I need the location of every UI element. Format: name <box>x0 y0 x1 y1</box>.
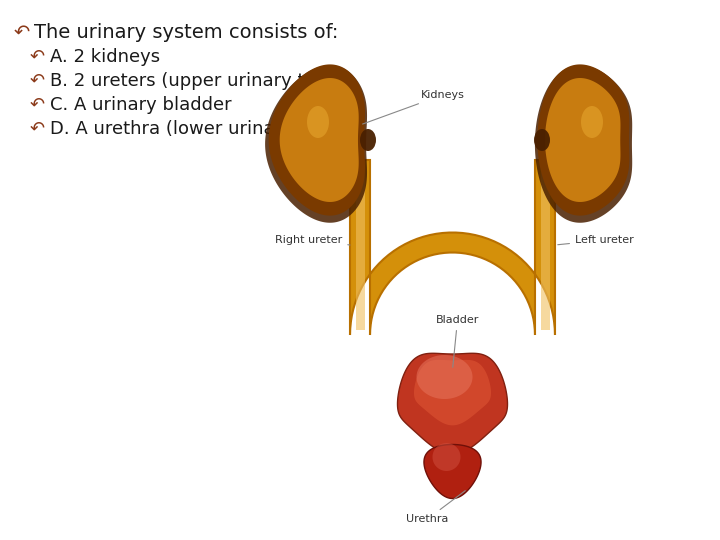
Text: C. A urinary bladder: C. A urinary bladder <box>50 96 232 114</box>
Text: Kidneys: Kidneys <box>363 90 464 124</box>
Text: Right ureter: Right ureter <box>275 235 350 245</box>
Polygon shape <box>279 78 359 202</box>
Text: A. 2 kidneys: A. 2 kidneys <box>50 48 160 66</box>
Polygon shape <box>537 64 629 215</box>
Text: ↶: ↶ <box>30 72 45 90</box>
Text: ↶: ↶ <box>30 48 45 66</box>
Polygon shape <box>312 150 366 170</box>
Polygon shape <box>356 160 364 330</box>
Ellipse shape <box>307 106 329 138</box>
Text: ↶: ↶ <box>14 23 30 42</box>
Polygon shape <box>414 360 491 426</box>
Text: Urethra: Urethra <box>406 491 465 524</box>
Polygon shape <box>269 64 365 215</box>
Text: ↶: ↶ <box>30 120 45 138</box>
Polygon shape <box>350 160 555 335</box>
Ellipse shape <box>581 106 603 138</box>
Polygon shape <box>265 65 367 222</box>
Polygon shape <box>541 160 549 330</box>
Polygon shape <box>544 148 590 168</box>
Ellipse shape <box>534 129 550 151</box>
Text: Left ureter: Left ureter <box>558 235 634 245</box>
Polygon shape <box>424 444 481 498</box>
Polygon shape <box>320 148 361 168</box>
Text: Bladder: Bladder <box>436 315 480 367</box>
Text: ↶: ↶ <box>30 96 45 114</box>
Text: D. A urethra (lower urinary tract): D. A urethra (lower urinary tract) <box>50 120 348 138</box>
Polygon shape <box>433 443 461 471</box>
Polygon shape <box>416 355 472 399</box>
Ellipse shape <box>360 129 376 151</box>
Polygon shape <box>535 65 632 222</box>
Text: The urinary system consists of:: The urinary system consists of: <box>34 23 338 42</box>
Polygon shape <box>545 78 621 202</box>
Text: B. 2 ureters (upper urinary tract): B. 2 ureters (upper urinary tract) <box>50 72 347 90</box>
Polygon shape <box>397 353 508 454</box>
Polygon shape <box>539 150 598 170</box>
